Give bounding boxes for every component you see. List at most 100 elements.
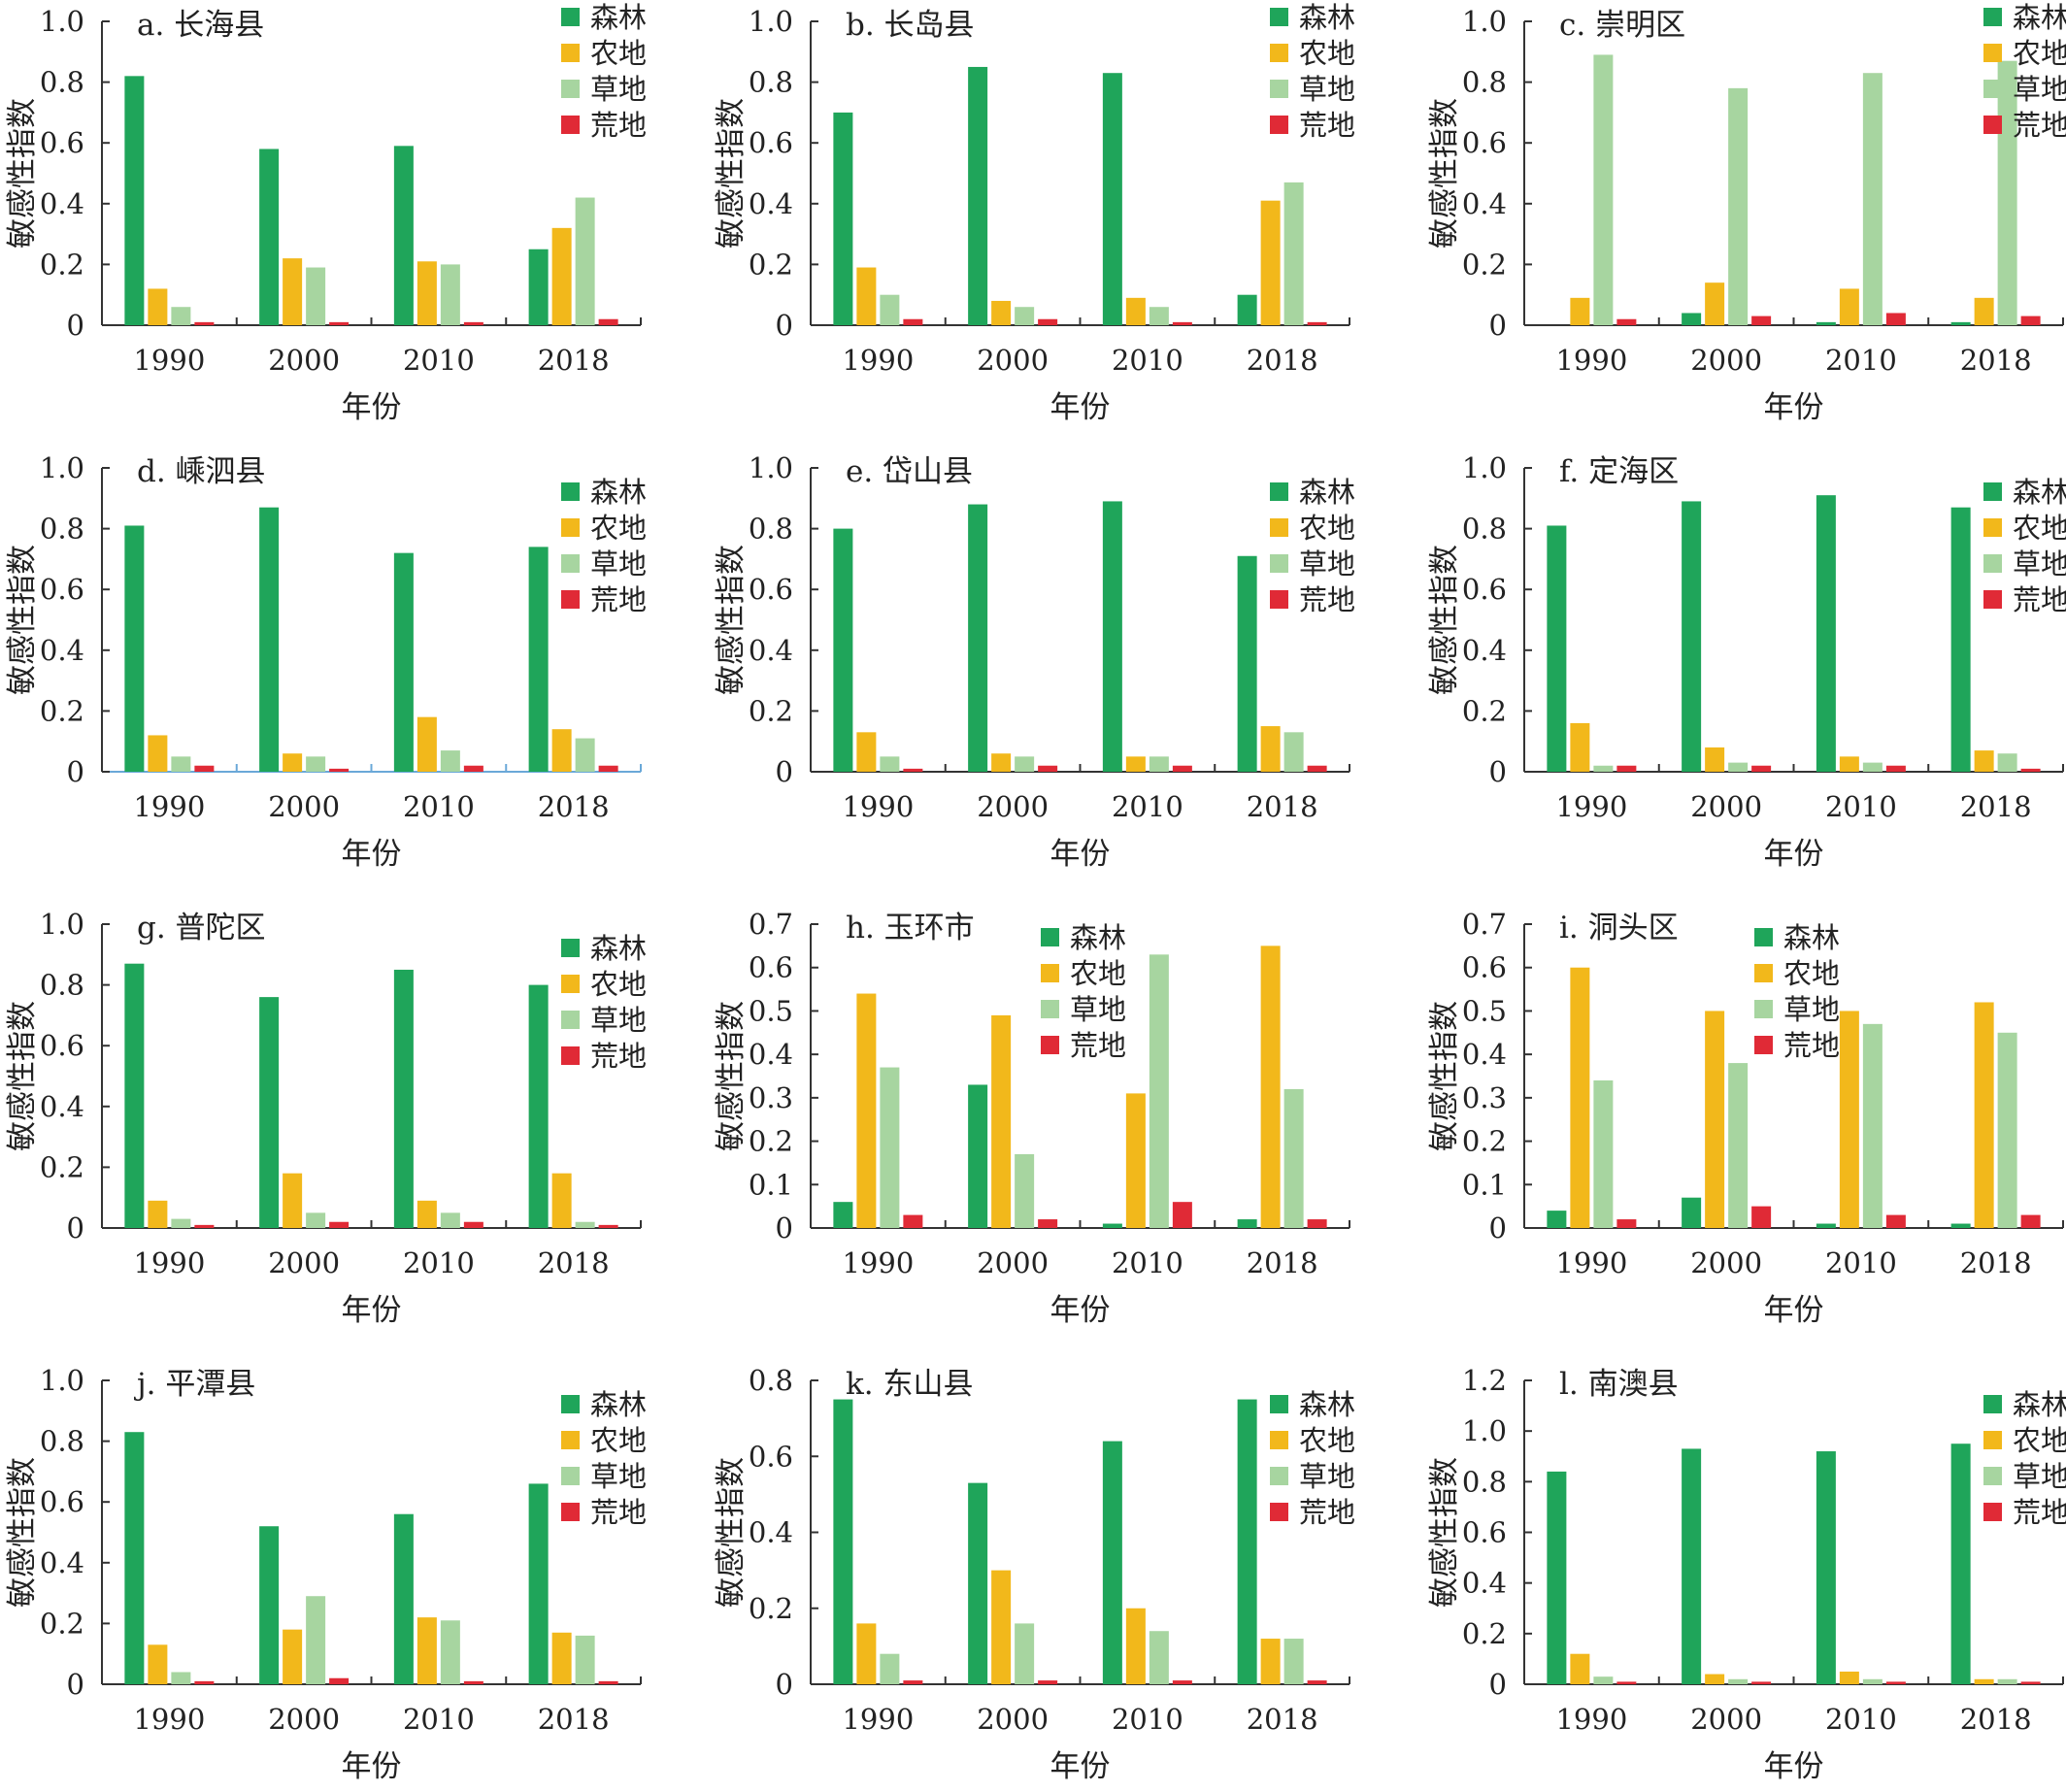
legend-swatch bbox=[1983, 554, 2002, 573]
x-tick-label: 2018 bbox=[1247, 344, 1318, 377]
legend-swatch bbox=[561, 975, 580, 993]
bar-barren-2018 bbox=[1307, 1219, 1327, 1228]
bar-barren-2000 bbox=[1751, 765, 1772, 772]
bar-grassland-1990 bbox=[171, 1672, 191, 1684]
bar-barren-2010 bbox=[1885, 765, 1906, 772]
bar-barren-2010 bbox=[1885, 313, 1906, 325]
panel-title: j. 平潭县 bbox=[134, 1367, 255, 1402]
bar-farmland-2010 bbox=[1125, 756, 1146, 772]
bar-grassland-2018 bbox=[1283, 182, 1304, 325]
x-tick-label: 2010 bbox=[1112, 790, 1183, 823]
legend-label: 农地 bbox=[590, 968, 647, 1001]
chart-panel-b: 0 0.2 0.4 0.6 0.8 1.0 1990 2000 2010 2018 年份 敏感性指数 b… bbox=[714, 1, 1355, 425]
x-tick-label: 2000 bbox=[977, 1246, 1049, 1279]
bar-grassland-2018 bbox=[1997, 60, 2017, 325]
x-axis-title: 年份 bbox=[342, 1293, 402, 1328]
y-tick-label: 0.4 bbox=[40, 1546, 84, 1579]
y-tick-label: 0 bbox=[67, 1668, 84, 1701]
y-tick-label: 0.3 bbox=[749, 1081, 793, 1114]
bar-barren-2018 bbox=[1307, 321, 1327, 325]
y-axis-title: 敏感性指数 bbox=[1427, 98, 1462, 249]
bar-grassland-2010 bbox=[1149, 307, 1169, 325]
bar-grassland-2000 bbox=[1015, 1623, 1035, 1684]
panel-title: f. 定海区 bbox=[1559, 454, 1679, 489]
y-tick-label: 0.7 bbox=[1462, 908, 1507, 941]
y-tick-label: 0 bbox=[1489, 1211, 1507, 1244]
bar-forest-2018 bbox=[1950, 507, 1971, 772]
y-tick-label: 0.6 bbox=[749, 1440, 793, 1473]
x-axis-title: 年份 bbox=[342, 390, 402, 425]
bar-farmland-2000 bbox=[1705, 1674, 1725, 1684]
y-tick-label: 0 bbox=[776, 1211, 793, 1244]
bar-grassland-1990 bbox=[1593, 1676, 1614, 1684]
y-tick-label: 0.6 bbox=[40, 126, 84, 159]
x-tick-label: 1990 bbox=[842, 1703, 914, 1736]
legend-swatch bbox=[1983, 1467, 2002, 1485]
legend-swatch bbox=[1270, 554, 1288, 573]
legend-label: 农地 bbox=[590, 1424, 647, 1457]
x-axis-title: 年份 bbox=[1764, 1293, 1824, 1328]
y-tick-label: 0.4 bbox=[1462, 1038, 1507, 1071]
bar-barren-2018 bbox=[2020, 1214, 2041, 1228]
bar-farmland-2018 bbox=[1974, 1002, 1994, 1228]
legend-swatch bbox=[1983, 590, 2002, 609]
bar-forest-2000 bbox=[259, 1526, 280, 1684]
x-tick-label: 2018 bbox=[1247, 1246, 1318, 1279]
bar-grassland-2018 bbox=[1283, 1639, 1304, 1684]
legend-swatch bbox=[1754, 1000, 1773, 1018]
x-tick-label: 2018 bbox=[538, 1246, 610, 1279]
legend-swatch bbox=[561, 482, 580, 501]
x-axis-title: 年份 bbox=[342, 1749, 402, 1784]
x-tick-label: 1990 bbox=[133, 1703, 205, 1736]
chart-panel-i: 0 0.1 0.2 0.3 0.4 0.5 0.6 0.7 1990 2000 2010 2018 年份… bbox=[1427, 908, 2064, 1328]
y-tick-label: 0.5 bbox=[1462, 994, 1507, 1027]
bar-barren-1990 bbox=[1616, 1681, 1637, 1684]
panel-title: a. 长海县 bbox=[137, 8, 264, 43]
x-tick-label: 2018 bbox=[1960, 1703, 2032, 1736]
bar-forest-2018 bbox=[528, 249, 549, 325]
bar-farmland-2018 bbox=[551, 729, 572, 772]
bar-farmland-2018 bbox=[1974, 297, 1994, 325]
legend-label: 草地 bbox=[2013, 548, 2066, 581]
legend-label: 草地 bbox=[590, 73, 647, 106]
y-tick-label: 1.0 bbox=[40, 451, 84, 484]
y-tick-label: 0.2 bbox=[40, 1607, 84, 1640]
bar-barren-2018 bbox=[598, 1680, 618, 1684]
bar-grassland-2010 bbox=[1149, 954, 1169, 1228]
bar-forest-2018 bbox=[1950, 1444, 1971, 1684]
legend-label: 草地 bbox=[1299, 548, 1355, 581]
bar-barren-2000 bbox=[1038, 765, 1058, 772]
legend-swatch bbox=[1983, 518, 2002, 537]
bar-forest-2000 bbox=[968, 1084, 988, 1228]
bar-grassland-2010 bbox=[1862, 1678, 1883, 1684]
x-tick-label: 2018 bbox=[1960, 790, 2032, 823]
x-tick-label: 1990 bbox=[133, 790, 205, 823]
bar-grassland-2018 bbox=[575, 1635, 595, 1684]
bar-barren-2018 bbox=[2020, 768, 2041, 772]
bar-farmland-2000 bbox=[283, 1173, 303, 1228]
y-tick-label: 0.8 bbox=[40, 969, 84, 1002]
legend-swatch bbox=[561, 554, 580, 573]
legend-label: 草地 bbox=[590, 548, 647, 581]
bar-forest-2018 bbox=[528, 1483, 549, 1684]
legend-label: 农地 bbox=[1070, 957, 1126, 990]
legend-swatch bbox=[1270, 8, 1288, 26]
bar-barren-2018 bbox=[2020, 1681, 2041, 1684]
y-tick-label: 0.1 bbox=[1462, 1168, 1507, 1201]
y-tick-label: 0.2 bbox=[749, 1592, 793, 1625]
y-tick-label: 0.2 bbox=[749, 1125, 793, 1158]
y-tick-label: 0.8 bbox=[749, 66, 793, 99]
bar-farmland-2000 bbox=[1705, 747, 1725, 772]
legend-swatch bbox=[561, 518, 580, 537]
x-tick-label: 2018 bbox=[1247, 1703, 1318, 1736]
bar-barren-1990 bbox=[194, 1224, 215, 1228]
bar-grassland-2000 bbox=[306, 267, 326, 325]
x-tick-label: 1990 bbox=[1555, 1246, 1627, 1279]
x-axis-title: 年份 bbox=[1050, 837, 1111, 872]
legend-swatch bbox=[1270, 590, 1288, 609]
bar-farmland-2010 bbox=[1839, 1671, 1859, 1684]
x-tick-label: 2000 bbox=[1690, 344, 1762, 377]
legend-label: 荒地 bbox=[590, 1496, 647, 1529]
bar-forest-2018 bbox=[1237, 555, 1257, 772]
bar-forest-2010 bbox=[1102, 73, 1122, 326]
